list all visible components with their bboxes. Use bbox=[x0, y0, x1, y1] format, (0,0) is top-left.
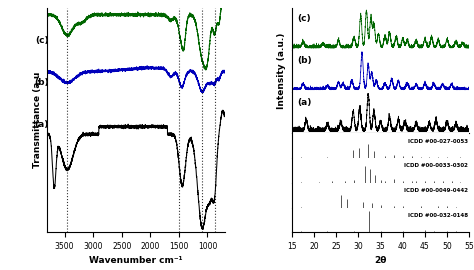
Text: (b): (b) bbox=[297, 56, 312, 65]
Y-axis label: Intensity (a.u.): Intensity (a.u.) bbox=[277, 33, 286, 109]
Text: (a): (a) bbox=[34, 120, 48, 129]
Text: (c): (c) bbox=[297, 14, 311, 23]
X-axis label: Wavenumber cm⁻¹: Wavenumber cm⁻¹ bbox=[89, 256, 183, 265]
Y-axis label: Transmittance (a.u: Transmittance (a.u bbox=[33, 72, 42, 168]
X-axis label: 2θ: 2θ bbox=[374, 256, 387, 265]
Text: (a): (a) bbox=[297, 98, 312, 107]
Text: ICDD #00-0033-0302: ICDD #00-0033-0302 bbox=[404, 164, 468, 168]
Text: (c): (c) bbox=[35, 36, 48, 45]
Text: (b): (b) bbox=[34, 78, 48, 87]
Text: ICDD #00-027-0053: ICDD #00-027-0053 bbox=[408, 139, 468, 144]
Text: ICDD #00-0049-0442: ICDD #00-0049-0442 bbox=[404, 188, 468, 193]
Text: ICDD #00-032-0148: ICDD #00-032-0148 bbox=[408, 213, 468, 218]
